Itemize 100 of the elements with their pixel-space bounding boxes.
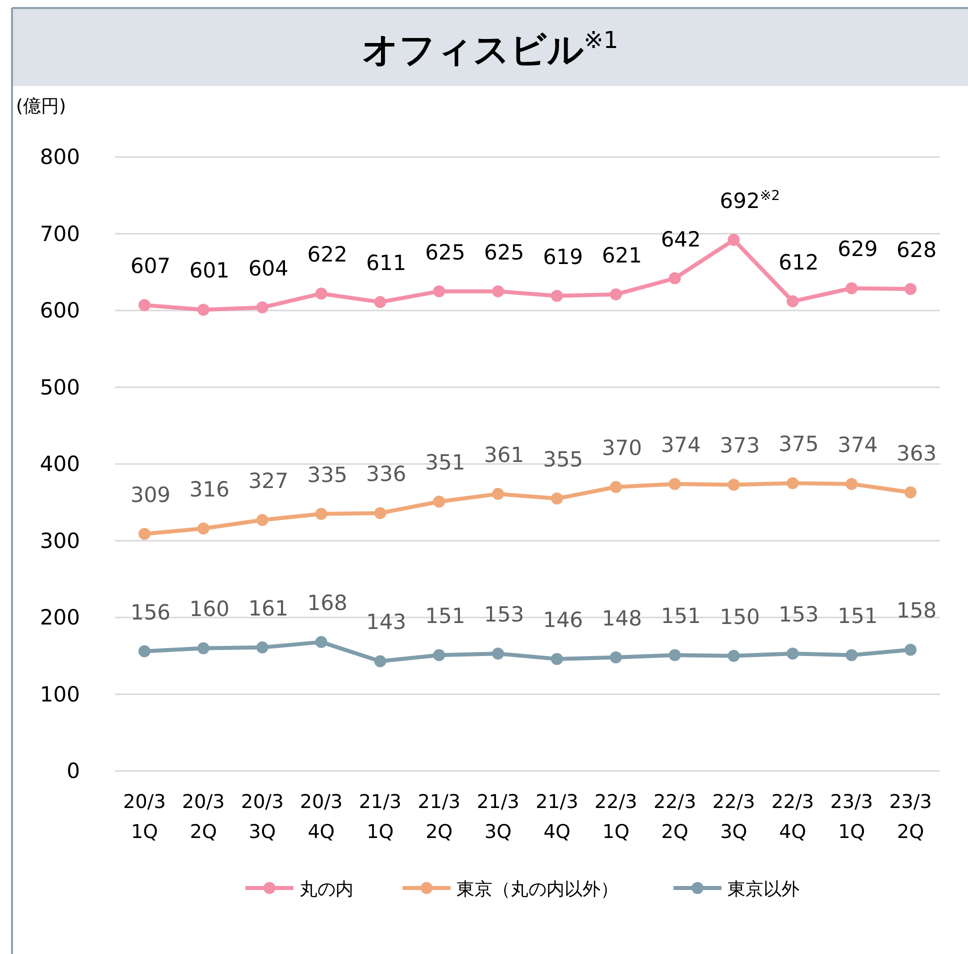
data-label: 601: [189, 258, 230, 283]
data-label: 148: [602, 606, 642, 630]
point: [728, 650, 740, 662]
data-label: 153: [778, 602, 819, 627]
data-label: 351: [425, 450, 466, 475]
data-label: 622: [307, 242, 348, 267]
point: [374, 507, 386, 520]
data-label: 363: [896, 441, 937, 466]
point: [550, 492, 563, 505]
point: [315, 288, 328, 300]
data-label: 153: [484, 602, 524, 627]
data-label: 611: [366, 251, 406, 276]
y-tick-label: 200: [40, 606, 80, 630]
data-label: 151: [425, 604, 466, 628]
data-label: 361: [484, 442, 524, 467]
x-tick-label: 22/3 3Q: [712, 791, 756, 843]
y-tick-label: 700: [40, 222, 80, 246]
data-label: 625: [484, 240, 524, 264]
point: [492, 648, 504, 660]
data-label: 629: [838, 237, 878, 262]
x-tick-label: 23/3 1Q: [830, 791, 873, 843]
data-label: 151: [838, 604, 878, 628]
data-label: 146: [542, 608, 584, 632]
data-label: 355: [542, 448, 584, 472]
point: [668, 478, 681, 490]
data-label: 628: [896, 238, 937, 262]
chart-title: オフィスビル$^{※1}$: [362, 26, 618, 71]
data-label: 156: [130, 600, 171, 624]
data-label: 336: [366, 462, 406, 486]
data-label: 692$^{※2}$: [720, 188, 780, 213]
x-tick-label: 22/3 2Q: [653, 791, 696, 843]
point: [256, 301, 268, 314]
point: [786, 295, 799, 308]
point: [904, 486, 917, 498]
point: [492, 285, 504, 298]
x-tick-label: 22/3 1Q: [594, 791, 638, 843]
point: [728, 478, 740, 491]
point: [786, 477, 799, 490]
y-tick-label: 300: [40, 528, 80, 553]
point: [433, 649, 446, 662]
y-tick-label: 400: [40, 452, 80, 476]
point: [668, 272, 681, 284]
point: [786, 648, 799, 660]
data-label: 327: [248, 469, 288, 494]
data-label: 619: [542, 244, 584, 269]
data-label: 625: [425, 240, 466, 264]
point: [138, 528, 150, 540]
legend-label: 丸の内: [300, 879, 354, 900]
point: [197, 304, 210, 316]
point: [610, 288, 622, 300]
x-tick-label: 21/3 1Q: [358, 791, 402, 843]
point: [668, 649, 681, 662]
point: [846, 282, 858, 294]
point: [846, 649, 858, 662]
data-label: 158: [896, 598, 937, 623]
y-axis-title: (億円): [16, 96, 66, 117]
point: [846, 478, 858, 490]
x-tick-label: 20/3 4Q: [300, 791, 343, 843]
y-tick-label: 600: [40, 298, 80, 322]
data-label: 168: [307, 591, 348, 616]
point: [550, 290, 563, 302]
x-tick-label: 21/3 3Q: [476, 791, 520, 843]
legend-label: 東京以外: [728, 879, 800, 900]
x-tick-label: 22/3 4Q: [771, 791, 814, 843]
x-tick-label: 20/3 3Q: [240, 791, 284, 843]
point: [256, 641, 268, 654]
data-label: 161: [248, 596, 288, 620]
data-label: 621: [602, 243, 642, 268]
point: [610, 481, 622, 494]
x-tick-label: 23/3 2Q: [889, 791, 932, 843]
point: [610, 651, 622, 664]
data-label: 370: [602, 436, 642, 460]
point: [197, 522, 210, 534]
point: [550, 652, 563, 665]
point: [138, 299, 150, 312]
legend-label: 東京（丸の内以外）: [456, 879, 618, 900]
y-tick-label: 0: [66, 759, 80, 783]
data-label: 604: [248, 256, 288, 280]
point: [433, 496, 446, 508]
data-label: 607: [130, 254, 171, 278]
point: [904, 283, 917, 296]
data-label: 375: [778, 432, 819, 456]
point: [728, 234, 740, 246]
point: [315, 636, 328, 648]
data-label: 642: [660, 227, 701, 252]
point: [904, 644, 917, 656]
data-label: 151: [660, 604, 701, 628]
data-label: 612: [778, 250, 819, 274]
point: [138, 645, 150, 658]
point: [374, 655, 386, 668]
y-tick-label: 800: [40, 145, 80, 169]
data-label: 373: [720, 434, 760, 458]
point: [315, 508, 328, 520]
data-label: 309: [130, 482, 171, 507]
data-label: 143: [366, 610, 406, 634]
y-tick-label: 100: [40, 682, 80, 706]
data-label: 160: [189, 597, 230, 622]
x-tick-label: 21/3 4Q: [536, 791, 578, 843]
point: [374, 296, 386, 308]
data-label: 374: [838, 432, 878, 457]
